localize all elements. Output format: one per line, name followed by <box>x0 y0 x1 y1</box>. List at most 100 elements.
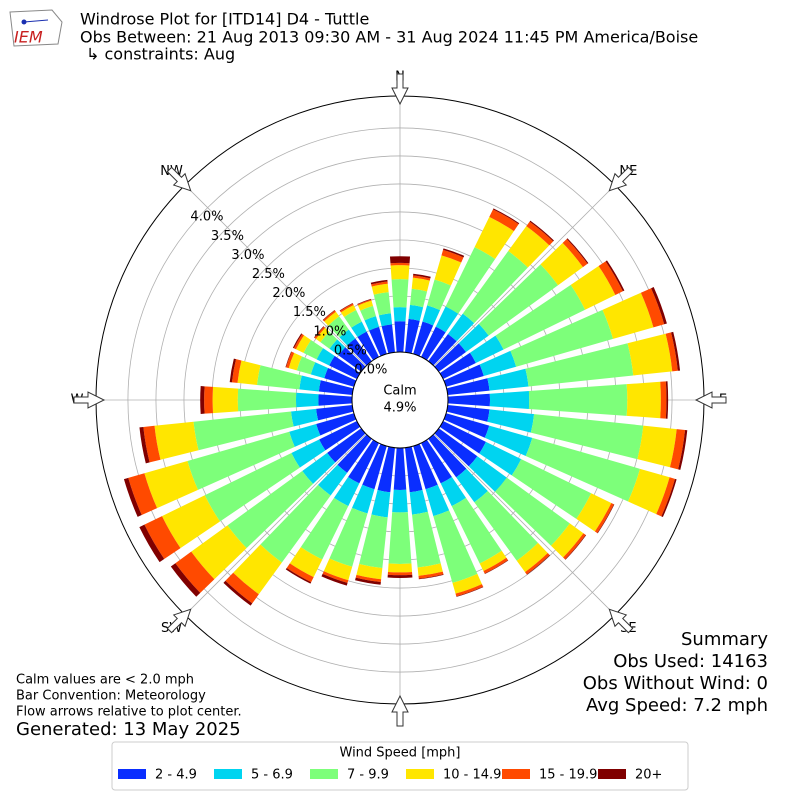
bar-segment <box>329 339 346 356</box>
legend-swatch <box>310 769 338 779</box>
bar-segment <box>445 247 496 314</box>
bar-segment <box>628 468 670 515</box>
r-tick-label: 1.0% <box>313 324 346 339</box>
bar-segment <box>671 331 681 371</box>
legend-label: 15 - 19.9 <box>539 768 597 783</box>
bar-segment <box>456 468 488 503</box>
flow-arrow <box>694 391 727 409</box>
bar-segment <box>139 426 150 464</box>
bar-segment <box>337 434 372 473</box>
bar-segment <box>412 275 431 281</box>
bar-segment <box>525 343 634 387</box>
bar-segment <box>525 437 640 502</box>
bar-segment <box>362 443 387 490</box>
bar-segment <box>340 304 357 318</box>
legend-label: 20+ <box>635 768 662 783</box>
bar-segment <box>162 495 220 549</box>
bar-segment <box>144 460 199 509</box>
bar-segment <box>360 305 376 321</box>
bar-segment <box>286 563 314 583</box>
bar-segment <box>665 332 678 372</box>
bar-segment <box>487 368 529 391</box>
bar-segment <box>389 256 411 264</box>
bar-segment <box>661 478 677 518</box>
bar-segment <box>223 580 253 606</box>
bar-segment <box>318 380 354 395</box>
r-tick-label: 3.0% <box>231 248 264 263</box>
bar-segment <box>526 221 554 246</box>
bar-segment <box>510 309 614 367</box>
bar-segment <box>314 326 324 338</box>
bar-segment <box>394 321 406 353</box>
logo: IEM <box>9 9 63 47</box>
bar-segment <box>651 287 667 325</box>
bar-segment <box>479 441 522 476</box>
bar-segment <box>428 333 457 366</box>
bar-segment <box>469 335 504 363</box>
bar-segment <box>357 298 372 305</box>
bar-segment <box>605 260 625 292</box>
bar-segment <box>231 359 242 383</box>
bar-segment <box>371 490 391 518</box>
bar-segment <box>487 409 535 433</box>
bar-segment <box>322 571 349 583</box>
bar-segment <box>348 439 379 484</box>
bar-segment <box>329 507 368 567</box>
bar-segment <box>525 552 550 575</box>
legend-box <box>111 741 689 791</box>
bar-segment <box>409 490 428 515</box>
legend: 2 - 4.9 5 - 6.9 7 - 9.9 10 - 14.9 15 - 19.9 2… <box>118 768 662 783</box>
bar-segment <box>656 477 675 517</box>
bar-segment <box>446 405 490 422</box>
bar-segment <box>562 239 588 268</box>
bar-segment <box>627 333 673 376</box>
chart-subtitle: Obs Between: 21 Aug 2013 09:30 AM - 31 A… <box>80 28 698 47</box>
bar-segment <box>565 534 587 560</box>
bar-segment <box>316 405 354 421</box>
bar-segment <box>443 413 490 438</box>
r-tick-label: 0.5% <box>334 343 367 358</box>
bar-segment <box>212 386 239 414</box>
legend-label: 10 - 14.9 <box>443 768 501 783</box>
bar-segment <box>318 394 353 406</box>
bar-segment <box>441 249 464 263</box>
bar-segment <box>422 305 441 326</box>
bar-segment <box>468 456 507 492</box>
bar-segment <box>320 331 338 349</box>
legend-swatch <box>406 769 434 779</box>
summary-line: Obs Without Wind: 0 <box>583 673 768 694</box>
bar-segment <box>315 327 330 343</box>
bar-segment <box>566 238 589 264</box>
bar-segment <box>446 378 490 395</box>
bar-segment <box>626 381 661 419</box>
bar-segment <box>392 489 408 513</box>
legend-label: 5 - 6.9 <box>251 768 293 783</box>
bar-segment <box>357 300 374 311</box>
bar-segment <box>314 326 326 339</box>
bar-segment <box>237 360 261 385</box>
r-tick-label: 2.5% <box>252 267 285 282</box>
bar-segment <box>227 471 314 549</box>
bar-segment <box>170 563 201 597</box>
bar-segment <box>329 355 361 379</box>
bar-segment <box>290 408 319 427</box>
bar-segment <box>324 367 357 387</box>
bar-segment <box>364 316 380 331</box>
bar-segment <box>526 555 551 575</box>
bar-segment <box>233 544 282 595</box>
bar-segment <box>373 292 391 316</box>
bar-segment <box>598 261 623 295</box>
bar-segment <box>576 493 612 532</box>
bar-segment <box>285 351 292 368</box>
bar-segment <box>387 571 413 576</box>
bar-segment <box>356 563 383 580</box>
bar-segment <box>237 388 297 412</box>
bar-segment <box>458 323 489 353</box>
bar-segment <box>492 208 520 225</box>
bar-segment <box>494 477 570 546</box>
bar-segment <box>371 281 388 287</box>
bar-segment <box>405 318 420 354</box>
bar-segment <box>295 335 311 353</box>
bar-segment <box>334 476 360 507</box>
bar-segment <box>439 352 476 379</box>
